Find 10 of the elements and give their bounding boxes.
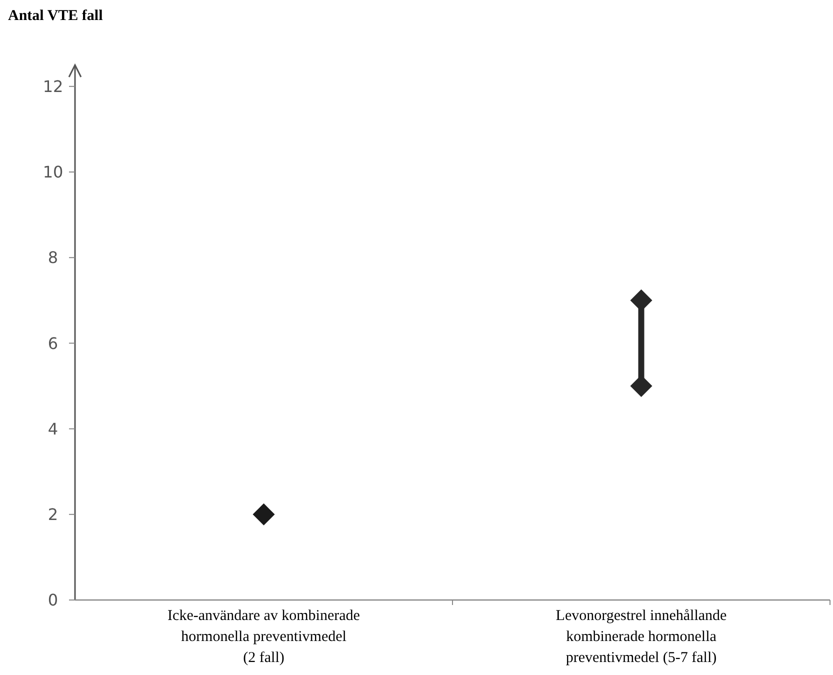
- y-axis-title: Antal VTE fall: [8, 8, 103, 24]
- y-tick-label: 4: [48, 419, 58, 438]
- y-tick-label: 6: [48, 334, 58, 353]
- x-tick-label: Icke-användare av kombinerade hormonella preventivmedel (2 fall): [168, 608, 360, 666]
- y-tick-label: 10: [42, 162, 64, 182]
- x-tick-label: Levonorgestrel innehållande kombinerade hormonella preventivmedel (5-7 fall): [556, 608, 728, 666]
- y-tick-label: 8: [48, 248, 58, 268]
- y-tick-label: 12: [42, 77, 64, 96]
- y-tick-label: 0: [48, 590, 58, 610]
- y-tick-label: 2: [48, 505, 58, 524]
